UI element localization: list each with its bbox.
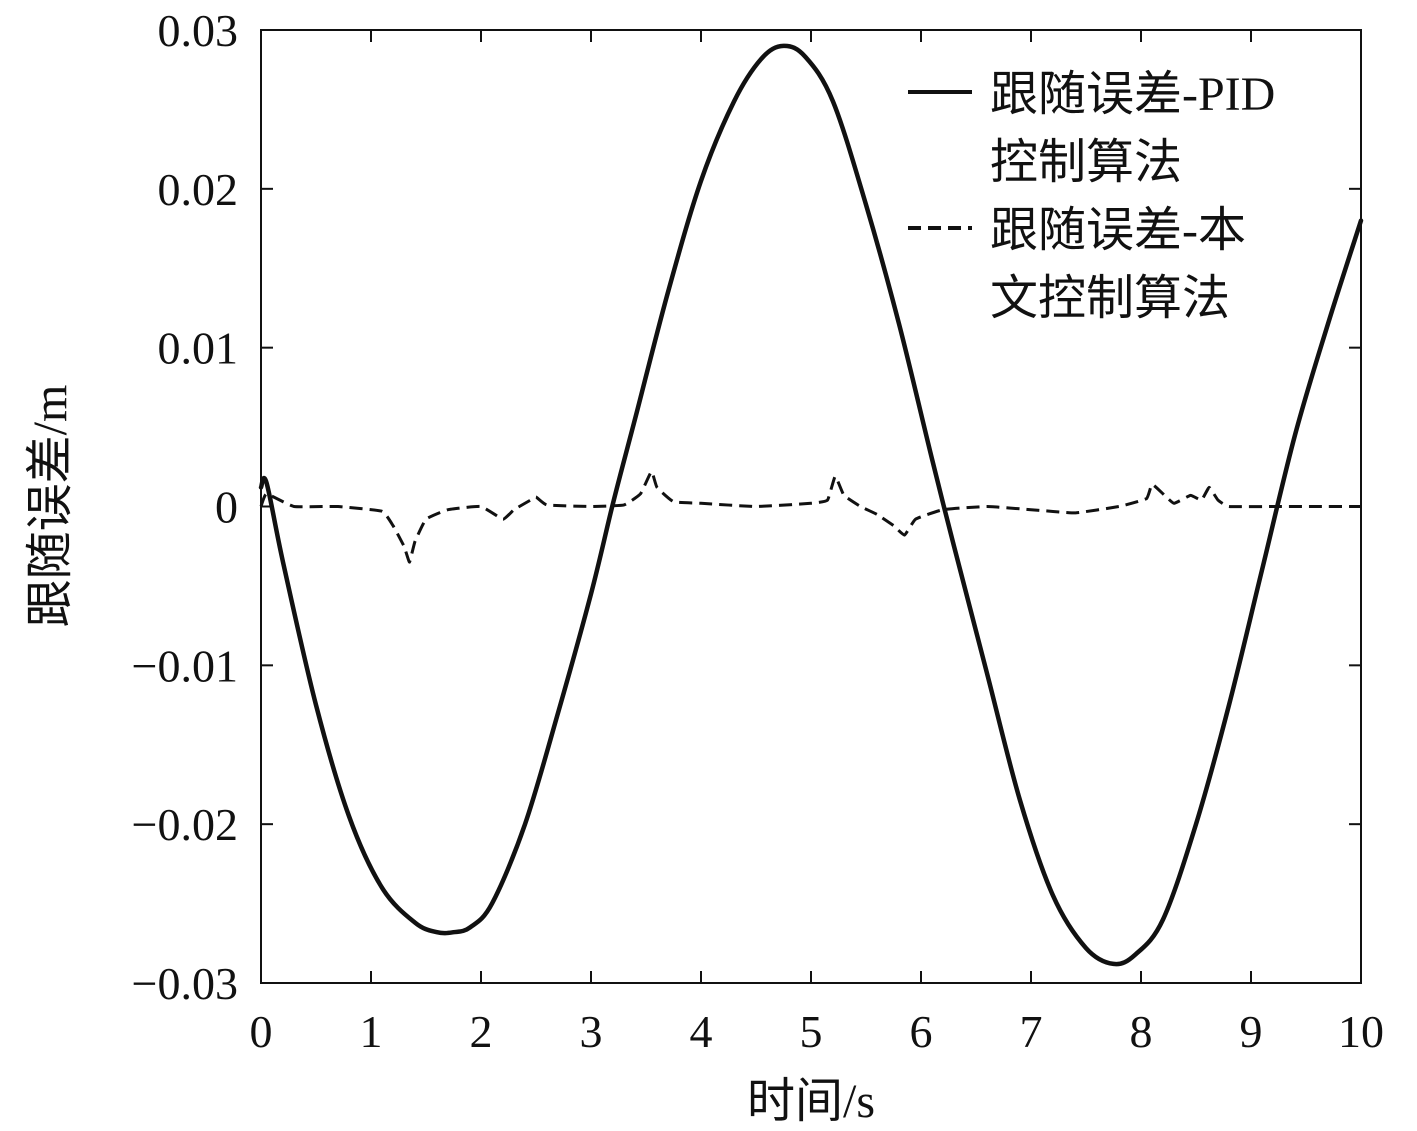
series-line-proposed [259, 470, 1361, 564]
x-tick-label: 8 [1130, 1006, 1153, 1057]
x-tick-label: 0 [250, 1006, 273, 1057]
legend-label-proposed-line2: 文控制算法 [990, 272, 1230, 325]
y-tick-label: 0.02 [158, 164, 239, 215]
y-tick-label: 0.01 [158, 323, 239, 374]
x-tick-label: 9 [1240, 1006, 1263, 1057]
x-axis-title: 时间/s [747, 1075, 875, 1128]
y-tick-label: −0.01 [132, 640, 238, 691]
y-tick-labels: 0.03 0.02 0.01 0 −0.01 −0.02 −0.03 [132, 5, 238, 1009]
series-layer [258, 43, 1364, 967]
x-tick-label: 6 [910, 1006, 933, 1057]
legend: 跟随误差-PID 控制算法 跟随误差-本 文控制算法 [908, 68, 1275, 325]
x-tick-label: 10 [1338, 1006, 1384, 1057]
y-axis-title: 跟随误差/m [24, 385, 77, 628]
legend-label-proposed-line1: 跟随误差-本 [990, 204, 1246, 257]
x-tick-label: 1 [360, 1006, 383, 1057]
y-tick-label: −0.03 [132, 958, 238, 1009]
x-tick-label: 7 [1020, 1006, 1043, 1057]
legend-label-pid-line2: 控制算法 [990, 136, 1182, 189]
x-tick-labels: 0 1 2 3 4 5 6 7 8 9 10 [250, 1006, 1385, 1057]
x-tick-label: 5 [800, 1006, 823, 1057]
x-tick-label: 3 [580, 1006, 603, 1057]
legend-label-pid-line1: 跟随误差-PID [990, 68, 1275, 121]
y-tick-label: −0.02 [132, 799, 238, 850]
axis-ticks [260, 29, 1362, 984]
x-tick-label: 4 [690, 1006, 713, 1057]
y-tick-label: 0.03 [158, 5, 239, 56]
series-line-pid [258, 43, 1364, 967]
x-tick-label: 2 [470, 1006, 493, 1057]
y-tick-label: 0 [215, 482, 238, 533]
plot-frame [260, 29, 1362, 984]
